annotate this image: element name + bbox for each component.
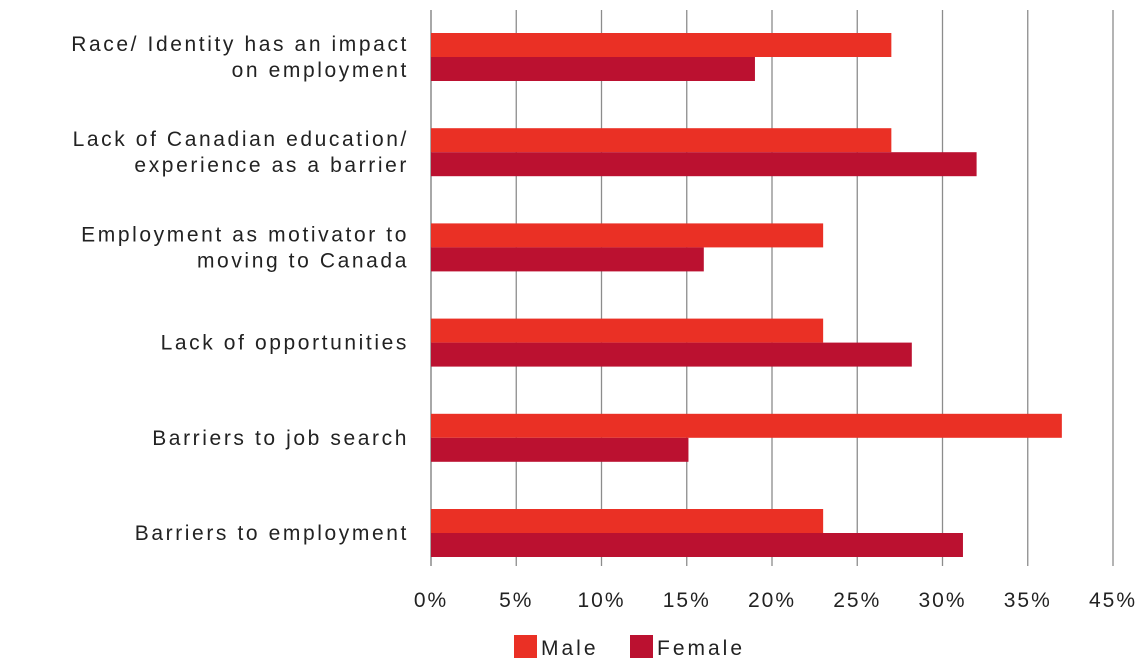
bar-female	[431, 437, 689, 462]
bars	[431, 33, 1062, 557]
legend-swatch-female	[630, 635, 653, 658]
legend-label-male: Male	[541, 637, 599, 660]
x-axis-tick-labels: 0% 5% 10% 15% 20% 25% 30% 35% 45%	[414, 589, 1137, 612]
x-tick-label: 25%	[833, 589, 881, 612]
bar-female	[431, 57, 755, 81]
bar-male	[431, 509, 824, 533]
legend-swatch-male	[514, 635, 537, 658]
legend: Male Female	[514, 635, 745, 660]
x-tick-label: 35%	[1004, 589, 1052, 612]
x-tick-label: 45%	[1089, 589, 1137, 612]
bar-female	[431, 342, 912, 367]
category-label: Employment as motivator to	[81, 223, 409, 246]
bar-male	[431, 223, 824, 248]
bar-male	[431, 318, 824, 343]
bar-female	[431, 247, 704, 272]
bar-female	[431, 533, 963, 557]
category-label: experience as a barrier	[134, 154, 409, 177]
bar-male	[431, 128, 892, 153]
category-label: moving to Canada	[197, 249, 409, 272]
category-label: Barriers to employment	[135, 522, 409, 545]
x-tick-label: 15%	[663, 589, 711, 612]
gridlines	[430, 10, 1114, 566]
category-label: Barriers to job search	[152, 427, 409, 450]
x-tick-label: 20%	[748, 589, 796, 612]
x-tick-label: 10%	[577, 589, 625, 612]
category-label: Lack of Canadian education/	[73, 128, 409, 151]
category-label: Race/ Identity has an impact	[71, 33, 409, 56]
category-label: Lack of opportunities	[161, 332, 409, 355]
category-labels: Race/ Identity has an impact on employmen…	[71, 33, 409, 545]
x-tick-label: 0%	[414, 589, 448, 612]
category-label: on employment	[232, 59, 409, 82]
x-tick-label: 5%	[499, 589, 533, 612]
x-tick-label: 30%	[918, 589, 966, 612]
bar-female	[431, 152, 977, 177]
bar-male	[431, 413, 1062, 438]
bar-male	[431, 33, 892, 57]
legend-label-female: Female	[657, 637, 745, 660]
